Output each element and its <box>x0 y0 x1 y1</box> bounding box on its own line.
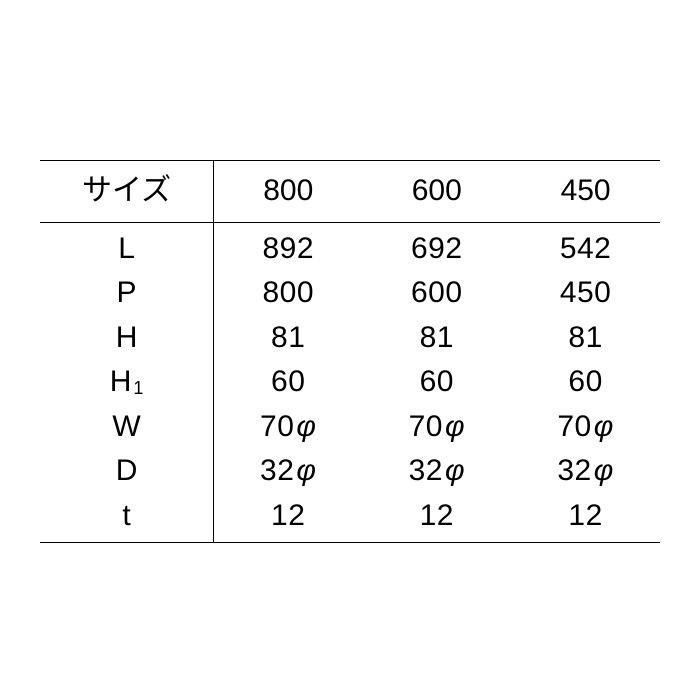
table-row: D32φ32φ32φ <box>40 449 660 494</box>
row-label: W <box>40 405 214 450</box>
cell-value: 692 <box>362 222 511 271</box>
size-table: サイズ 800 600 450 L892692542P800600450H818… <box>40 160 660 543</box>
table-row: W70φ70φ70φ <box>40 405 660 450</box>
header-col: 800 <box>214 161 363 223</box>
cell-value: 600 <box>362 271 511 316</box>
cell-value: 81 <box>214 316 363 361</box>
cell-value: 12 <box>362 494 511 543</box>
phi-icon: φ <box>443 410 465 443</box>
header-col: 450 <box>511 161 660 223</box>
cell-value: 12 <box>214 494 363 543</box>
table-row: P800600450 <box>40 271 660 316</box>
cell-value: 12 <box>511 494 660 543</box>
cell-value: 81 <box>511 316 660 361</box>
cell-value: 800 <box>214 271 363 316</box>
cell-value: 32φ <box>214 449 363 494</box>
cell-value: 81 <box>362 316 511 361</box>
cell-value: 70φ <box>214 405 363 450</box>
cell-value: 60 <box>214 360 363 405</box>
table-body: L892692542P800600450H818181H1606060W70φ7… <box>40 222 660 543</box>
phi-icon: φ <box>294 410 316 443</box>
phi-icon: φ <box>592 454 614 487</box>
cell-value: 542 <box>511 222 660 271</box>
header-col: 600 <box>362 161 511 223</box>
phi-icon: φ <box>592 410 614 443</box>
table-row: H1606060 <box>40 360 660 405</box>
row-label: L <box>40 222 214 271</box>
phi-icon: φ <box>294 454 316 487</box>
cell-value: 32φ <box>511 449 660 494</box>
cell-value: 70φ <box>511 405 660 450</box>
row-label: P <box>40 271 214 316</box>
row-label: t <box>40 494 214 543</box>
row-label: D <box>40 449 214 494</box>
cell-value: 32φ <box>362 449 511 494</box>
cell-value: 70φ <box>362 405 511 450</box>
table-header-row: サイズ 800 600 450 <box>40 161 660 223</box>
cell-value: 450 <box>511 271 660 316</box>
cell-value: 892 <box>214 222 363 271</box>
row-label: H <box>40 316 214 361</box>
row-label-subscript: 1 <box>131 378 143 398</box>
cell-value: 60 <box>362 360 511 405</box>
phi-icon: φ <box>443 454 465 487</box>
cell-value: 60 <box>511 360 660 405</box>
table-row: L892692542 <box>40 222 660 271</box>
table-row: t121212 <box>40 494 660 543</box>
page: サイズ 800 600 450 L892692542P800600450H818… <box>0 0 700 700</box>
header-label: サイズ <box>40 161 214 223</box>
table-row: H818181 <box>40 316 660 361</box>
row-label: H1 <box>40 360 214 405</box>
